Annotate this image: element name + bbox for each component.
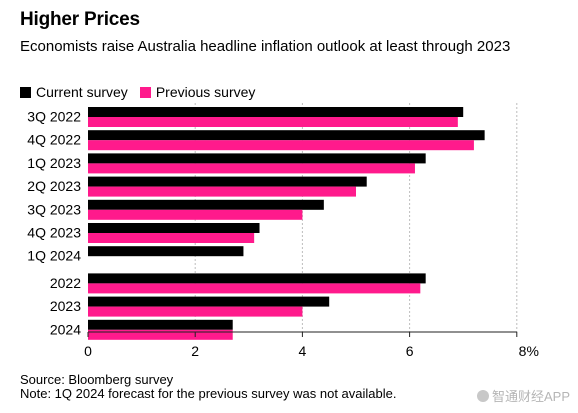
category-label: 2022	[50, 275, 81, 291]
category-label: 2024	[50, 321, 81, 337]
legend: Current survey Previous survey	[20, 84, 267, 100]
bar-current	[88, 319, 233, 330]
category-label: 3Q 2023	[27, 201, 81, 217]
bar-previous	[88, 117, 458, 127]
chart-subtitle: Economists raise Australia headline infl…	[20, 38, 511, 55]
legend-swatch-previous	[139, 86, 151, 98]
source-note: Source: Bloomberg survey	[20, 372, 174, 387]
legend-item-previous: Previous survey	[139, 84, 256, 100]
bar-previous	[88, 329, 233, 340]
category-label: 4Q 2022	[27, 132, 81, 148]
category-label: 1Q 2023	[27, 155, 81, 171]
bar-current	[88, 246, 244, 257]
bar-previous	[88, 140, 474, 151]
category-label: 3Q 2022	[27, 109, 81, 125]
category-label: 2023	[50, 298, 81, 314]
legend-label-current: Current survey	[36, 84, 128, 100]
category-label: 4Q 2023	[27, 225, 81, 241]
watermark: 智通财经APP	[476, 386, 570, 405]
x-tick-label: 2	[191, 343, 199, 359]
watermark-text: 智通财经APP	[491, 389, 570, 404]
category-label: 1Q 2024	[27, 248, 81, 264]
bar-current	[88, 130, 485, 141]
bar-current	[88, 176, 367, 187]
chart-title: Higher Prices	[20, 9, 140, 30]
bar-current	[88, 153, 426, 164]
bar-current	[88, 223, 260, 233]
bar-current	[88, 107, 464, 117]
x-tick-label: 6	[406, 343, 414, 359]
legend-item-current: Current survey	[20, 84, 128, 100]
bar-current	[88, 273, 426, 284]
bar-previous	[88, 306, 303, 317]
footnote: Note: 1Q 2024 forecast for the previous …	[20, 386, 397, 401]
bar-previous	[88, 283, 421, 294]
bar-previous	[88, 209, 303, 220]
x-tick-label: 4	[299, 343, 307, 359]
legend-label-previous: Previous survey	[155, 84, 256, 100]
category-label: 2Q 2023	[27, 178, 81, 194]
bar-current	[88, 199, 324, 210]
x-tick-label: 8%	[519, 343, 539, 359]
footer: Source: Bloomberg survey Note: 1Q 2024 f…	[20, 373, 396, 401]
bar-previous	[88, 186, 356, 197]
x-tick-label: 0	[84, 343, 92, 359]
bar-previous	[88, 233, 255, 243]
watermark-logo-icon	[476, 390, 489, 402]
bar-current	[88, 296, 330, 307]
legend-swatch-current	[20, 86, 31, 98]
bar-previous	[88, 163, 415, 174]
